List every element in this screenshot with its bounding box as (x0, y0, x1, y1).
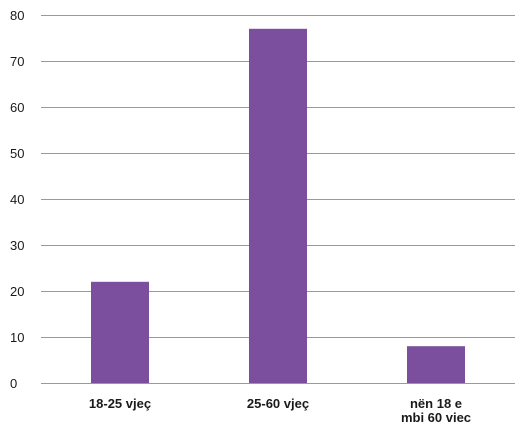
x-category-label-line: nën 18 e (410, 396, 462, 411)
x-category-label-line: 18-25 vjeç (89, 396, 151, 411)
y-tick-label: 60 (10, 100, 24, 115)
y-tick-label: 20 (10, 284, 24, 299)
x-category-label: 25-60 vjeç (247, 396, 309, 411)
y-tick-label: 80 (10, 8, 24, 23)
y-tick-label: 70 (10, 54, 24, 69)
bars (91, 28, 465, 384)
x-axis-labels: 18-25 vjeç 25-60 vjeç nën 18 e mbi 60 viec (89, 396, 471, 422)
x-category-label: 18-25 vjeç (89, 396, 151, 411)
x-category-label-line: 25-60 vjeç (247, 396, 309, 411)
bar-3 (407, 346, 465, 383)
bar-2 (249, 28, 307, 384)
x-category-label: nën 18 e mbi 60 viec (401, 396, 471, 422)
y-tick-label: 40 (10, 192, 24, 207)
y-tick-label: 0 (10, 376, 17, 391)
y-tick-label: 10 (10, 330, 24, 345)
y-tick-label: 50 (10, 146, 24, 161)
y-tick-label: 30 (10, 238, 24, 253)
y-axis-ticks: 0 10 20 30 40 50 60 70 80 (10, 8, 24, 391)
bar-1 (91, 281, 149, 383)
x-category-label-line: mbi 60 viec (401, 410, 471, 422)
